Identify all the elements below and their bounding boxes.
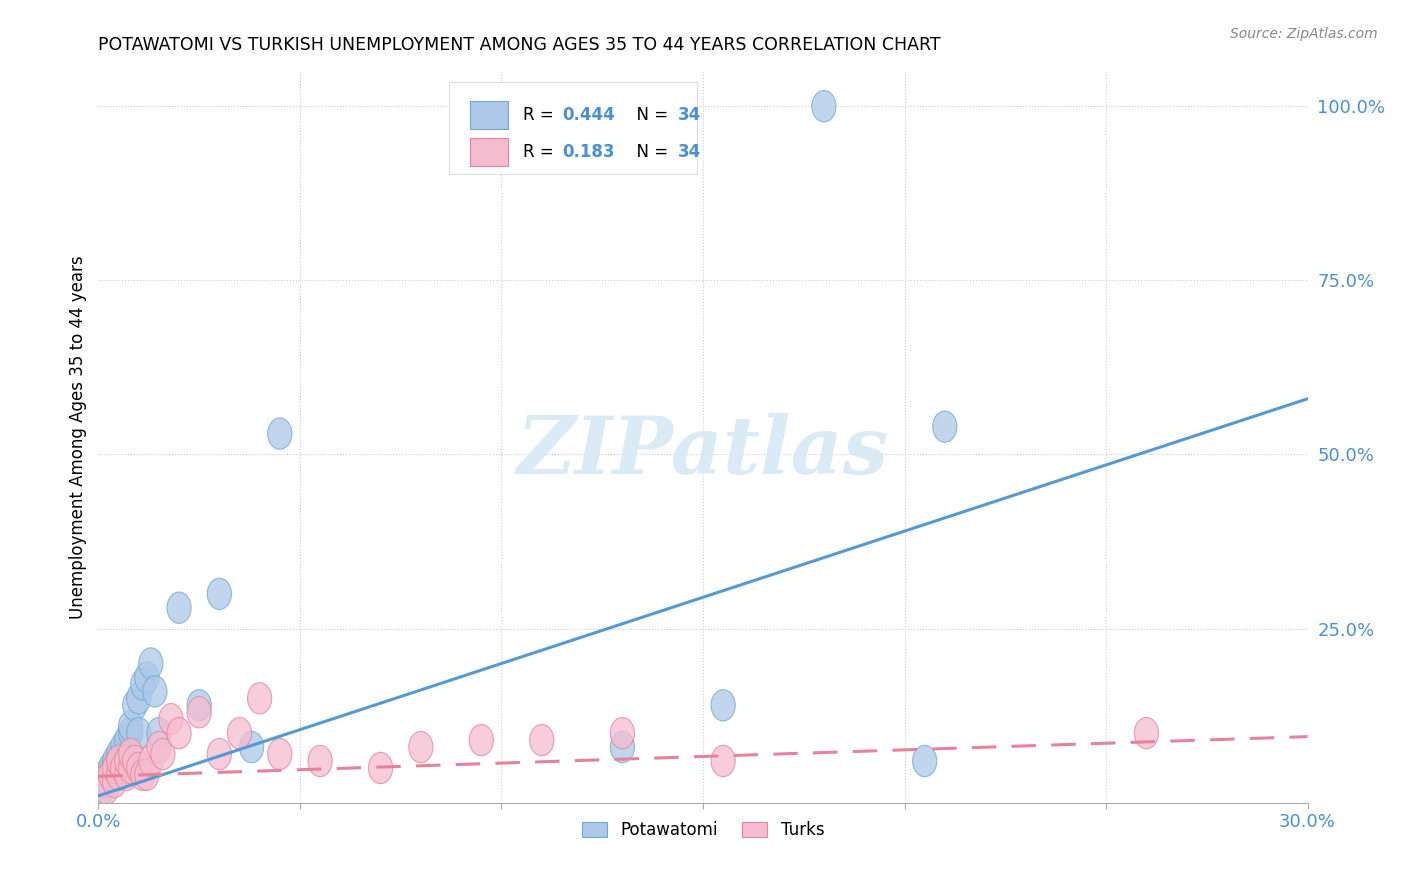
Ellipse shape bbox=[912, 746, 936, 777]
Text: Source: ZipAtlas.com: Source: ZipAtlas.com bbox=[1230, 27, 1378, 41]
Legend: Potawatomi, Turks: Potawatomi, Turks bbox=[575, 814, 831, 846]
Ellipse shape bbox=[470, 724, 494, 756]
Ellipse shape bbox=[122, 690, 146, 721]
Ellipse shape bbox=[111, 752, 135, 784]
Ellipse shape bbox=[146, 731, 172, 763]
Ellipse shape bbox=[127, 682, 150, 714]
FancyBboxPatch shape bbox=[470, 138, 509, 166]
Ellipse shape bbox=[94, 759, 118, 790]
Ellipse shape bbox=[103, 746, 127, 777]
Ellipse shape bbox=[530, 724, 554, 756]
Ellipse shape bbox=[107, 746, 131, 777]
Ellipse shape bbox=[114, 759, 139, 790]
Ellipse shape bbox=[118, 711, 143, 742]
Ellipse shape bbox=[94, 766, 118, 797]
Ellipse shape bbox=[98, 752, 122, 784]
Ellipse shape bbox=[139, 746, 163, 777]
Ellipse shape bbox=[1135, 717, 1159, 748]
Ellipse shape bbox=[131, 759, 155, 790]
Ellipse shape bbox=[207, 739, 232, 770]
Ellipse shape bbox=[368, 752, 392, 784]
Ellipse shape bbox=[127, 752, 150, 784]
Ellipse shape bbox=[90, 773, 114, 805]
Ellipse shape bbox=[267, 739, 292, 770]
Ellipse shape bbox=[118, 717, 143, 748]
Ellipse shape bbox=[103, 752, 127, 784]
Ellipse shape bbox=[107, 759, 131, 790]
Ellipse shape bbox=[711, 746, 735, 777]
Text: 34: 34 bbox=[678, 143, 700, 161]
Text: POTAWATOMI VS TURKISH UNEMPLOYMENT AMONG AGES 35 TO 44 YEARS CORRELATION CHART: POTAWATOMI VS TURKISH UNEMPLOYMENT AMONG… bbox=[98, 36, 941, 54]
Text: ZIPatlas: ZIPatlas bbox=[517, 413, 889, 491]
Ellipse shape bbox=[409, 731, 433, 763]
Ellipse shape bbox=[107, 746, 131, 777]
Text: 0.183: 0.183 bbox=[562, 143, 616, 161]
Ellipse shape bbox=[114, 746, 139, 777]
Ellipse shape bbox=[114, 739, 139, 770]
Text: 0.444: 0.444 bbox=[562, 106, 616, 124]
Text: N =: N = bbox=[626, 143, 673, 161]
Ellipse shape bbox=[247, 682, 271, 714]
Ellipse shape bbox=[103, 766, 127, 797]
FancyBboxPatch shape bbox=[449, 82, 697, 174]
Ellipse shape bbox=[103, 752, 127, 784]
Ellipse shape bbox=[470, 90, 494, 122]
Ellipse shape bbox=[111, 739, 135, 770]
Y-axis label: Unemployment Among Ages 35 to 44 years: Unemployment Among Ages 35 to 44 years bbox=[69, 255, 87, 619]
Ellipse shape bbox=[98, 759, 122, 790]
Ellipse shape bbox=[811, 90, 837, 122]
Ellipse shape bbox=[159, 704, 183, 735]
Ellipse shape bbox=[118, 752, 143, 784]
Ellipse shape bbox=[107, 739, 131, 770]
Ellipse shape bbox=[98, 759, 122, 790]
Ellipse shape bbox=[207, 578, 232, 609]
Ellipse shape bbox=[90, 766, 114, 797]
Ellipse shape bbox=[111, 731, 135, 763]
Text: 34: 34 bbox=[678, 106, 700, 124]
Ellipse shape bbox=[167, 717, 191, 748]
Ellipse shape bbox=[187, 697, 211, 728]
Ellipse shape bbox=[146, 717, 172, 748]
Ellipse shape bbox=[94, 773, 118, 805]
Ellipse shape bbox=[114, 724, 139, 756]
Ellipse shape bbox=[228, 717, 252, 748]
Text: R =: R = bbox=[523, 143, 558, 161]
Text: N =: N = bbox=[626, 106, 673, 124]
Ellipse shape bbox=[932, 411, 957, 442]
Ellipse shape bbox=[610, 717, 634, 748]
Ellipse shape bbox=[143, 675, 167, 707]
Ellipse shape bbox=[711, 690, 735, 721]
Ellipse shape bbox=[187, 690, 211, 721]
Ellipse shape bbox=[131, 669, 155, 700]
Ellipse shape bbox=[308, 746, 332, 777]
Ellipse shape bbox=[267, 418, 292, 450]
Ellipse shape bbox=[118, 739, 143, 770]
Ellipse shape bbox=[167, 592, 191, 624]
Ellipse shape bbox=[610, 731, 634, 763]
Ellipse shape bbox=[135, 759, 159, 790]
Text: R =: R = bbox=[523, 106, 558, 124]
Ellipse shape bbox=[122, 746, 146, 777]
Ellipse shape bbox=[239, 731, 264, 763]
Ellipse shape bbox=[150, 739, 174, 770]
Ellipse shape bbox=[135, 662, 159, 693]
Ellipse shape bbox=[127, 717, 150, 748]
FancyBboxPatch shape bbox=[470, 102, 509, 129]
Ellipse shape bbox=[139, 648, 163, 679]
